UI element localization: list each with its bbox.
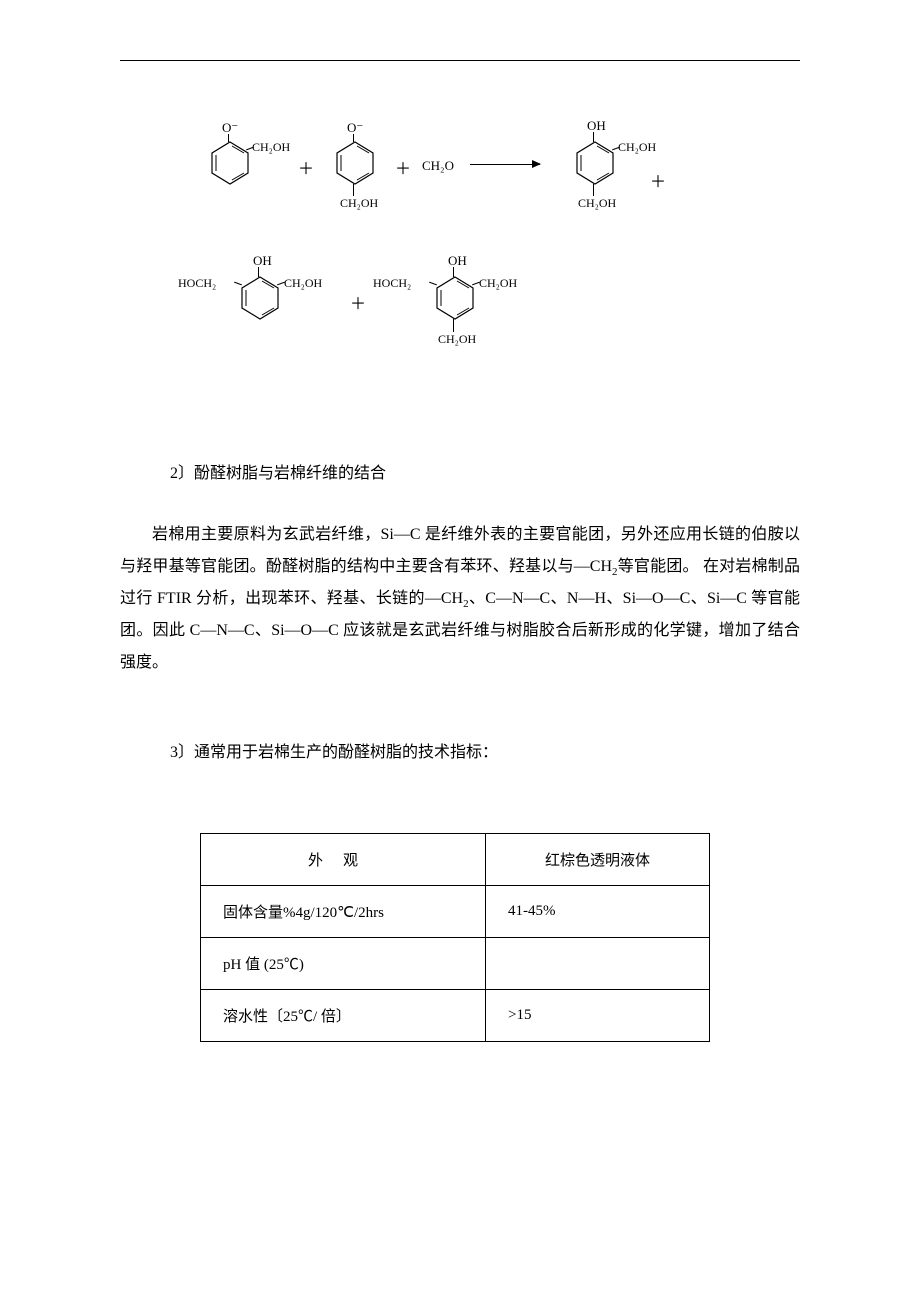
label-ch2oh: CH₂OH (340, 196, 378, 211)
label-ch2oh: CH₂OH (479, 276, 517, 291)
plus-symbol: ＋ (650, 168, 666, 192)
benzene-ring-icon (210, 140, 250, 186)
table-cell-label: 溶水性〔25℃/ 倍〕 (201, 989, 486, 1041)
table-cell-value: 红棕色透明液体 (486, 833, 710, 885)
table-cell-value: >15 (486, 989, 710, 1041)
label-ch2oh: CH₂OH (252, 140, 290, 155)
table-cell-value: 41-45% (486, 885, 710, 937)
chemical-reaction-diagram: O⁻ CH₂OH ＋ O⁻ CH₂OH ＋ CH₂O OH CH₂OH CH₂O… (160, 110, 680, 400)
table-row: pH 值 (25℃) (201, 937, 710, 989)
label-ch2o: CH₂O (422, 158, 454, 174)
label-oh: OH (587, 118, 606, 134)
bond-line (453, 267, 454, 277)
label-ch2oh: CH₂OH (284, 276, 322, 291)
label-o-minus: O⁻ (347, 120, 363, 136)
label-o-minus: O⁻ (222, 120, 238, 136)
benzene-ring-icon (240, 275, 280, 321)
table-row: 固体含量%4g/120℃/2hrs 41-45% (201, 885, 710, 937)
reaction-arrow-icon (470, 164, 540, 165)
bond-line (453, 319, 454, 332)
bond-line (593, 184, 594, 196)
section-2-paragraph: 岩棉用主要原料为玄武岩纤维，Si―C 是纤维外表的主要官能团，另外还应用长链的伯… (120, 519, 800, 679)
benzene-ring-icon (575, 140, 615, 186)
label-ch2oh: CH₂OH (578, 196, 616, 211)
plus-symbol: ＋ (350, 290, 366, 314)
cell-text: 外观 (223, 849, 463, 870)
label-ch2oh: CH₂OH (618, 140, 656, 155)
benzene-ring-icon (335, 140, 375, 186)
section-2-heading: 2〕酚醛树脂与岩棉纤维的结合 (170, 460, 800, 489)
table-cell-value (486, 937, 710, 989)
table-cell-label: 固体含量%4g/120℃/2hrs (201, 885, 486, 937)
table-row: 外观 红棕色透明液体 (201, 833, 710, 885)
label-hoch2: HOCH₂ (373, 276, 411, 291)
table-cell-label: 外观 (201, 833, 486, 885)
spacer (120, 798, 800, 823)
label-oh: OH (448, 253, 467, 269)
plus-symbol: ＋ (395, 155, 411, 179)
label-oh: OH (253, 253, 272, 269)
bond-line (353, 184, 354, 196)
bond-line (258, 267, 259, 277)
top-horizontal-rule (120, 60, 800, 61)
bond-line (353, 134, 354, 142)
table-row: 溶水性〔25℃/ 倍〕 >15 (201, 989, 710, 1041)
label-hoch2: HOCH₂ (178, 276, 216, 291)
spec-table: 外观 红棕色透明液体 固体含量%4g/120℃/2hrs 41-45% pH 值… (200, 833, 710, 1042)
table-cell-label: pH 值 (25℃) (201, 937, 486, 989)
bond-line (228, 134, 229, 142)
plus-symbol: ＋ (298, 155, 314, 179)
page-container: O⁻ CH₂OH ＋ O⁻ CH₂OH ＋ CH₂O OH CH₂OH CH₂O… (0, 0, 920, 1102)
bond-line (593, 132, 594, 142)
section-3-heading: 3〕通常用于岩棉生产的酚醛树脂的技术指标： (170, 739, 800, 768)
label-ch2oh: CH₂OH (438, 332, 476, 347)
spacer (120, 679, 800, 739)
benzene-ring-icon (435, 275, 475, 321)
spacer (120, 400, 800, 460)
